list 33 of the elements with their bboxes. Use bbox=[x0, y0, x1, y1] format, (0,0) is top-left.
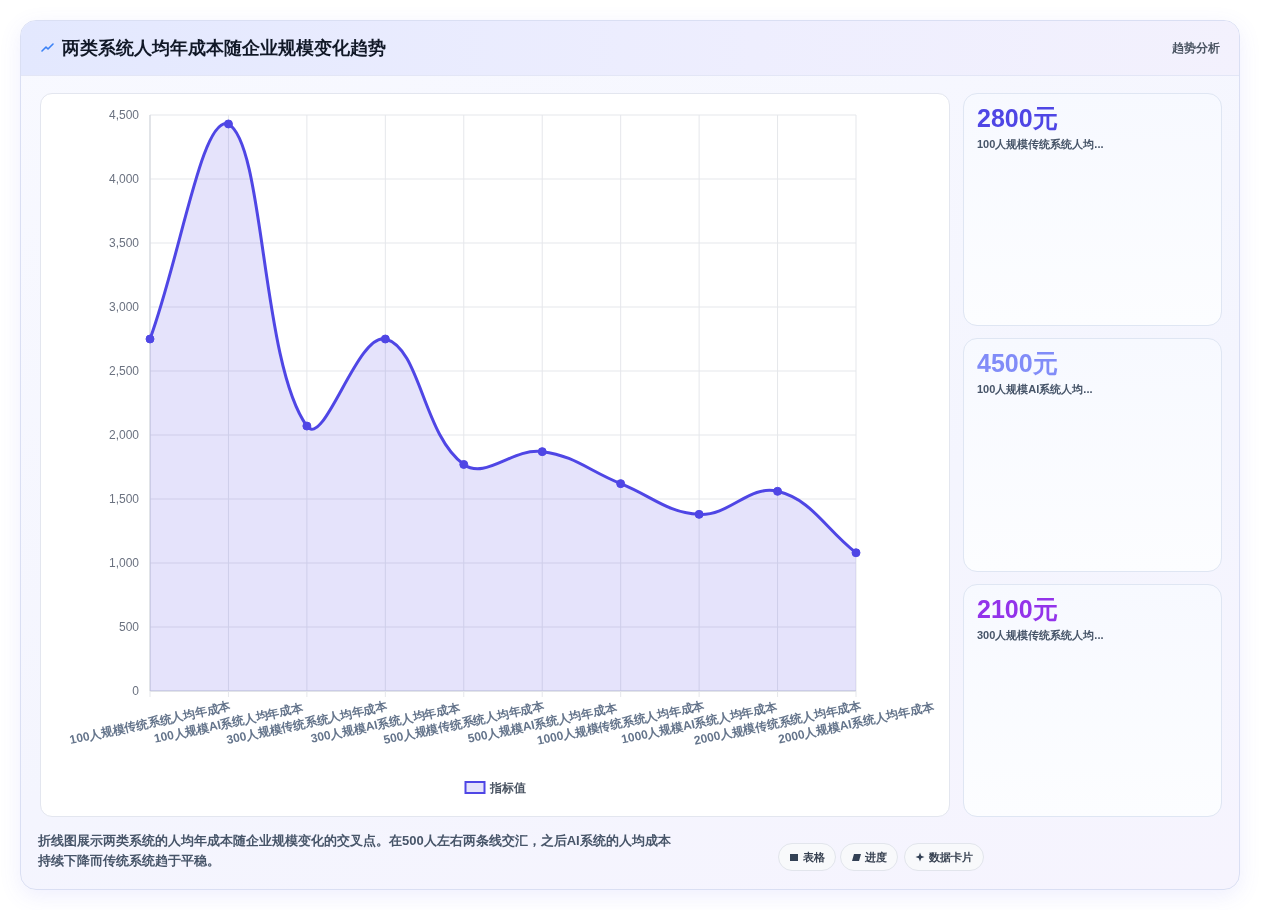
point bbox=[616, 479, 626, 489]
chart-title: 两类系统人均年成本随企业规模变化趋势 bbox=[62, 37, 386, 59]
text: 数据卡片 bbox=[929, 849, 973, 865]
text: 2100元 bbox=[977, 593, 1058, 624]
text: 表格 bbox=[803, 849, 825, 865]
text: 趋势分析 bbox=[1172, 40, 1220, 56]
y-tick-label: 3,000 bbox=[108, 300, 140, 314]
point bbox=[459, 459, 469, 469]
point bbox=[223, 119, 233, 129]
text: 100人规模AI系统人均... bbox=[977, 382, 1093, 398]
point bbox=[145, 334, 155, 344]
y-tick-label: 1,500 bbox=[108, 492, 140, 506]
text: 进度 bbox=[865, 849, 887, 865]
legend-label: 指标值 bbox=[488, 780, 526, 795]
y-tick-label: 1,000 bbox=[108, 556, 140, 570]
text: 折线图展示两类系统的人均年成本随企业规模变化的交叉点。在500人左右两条线交汇，之后AI系统的人均成本持续下降而传统系统趋于平稳。 bbox=[38, 832, 672, 870]
point bbox=[851, 548, 861, 558]
y-tick-label: 500 bbox=[118, 620, 140, 634]
text: 300人规模传统系统人均... bbox=[977, 627, 1104, 643]
text: 100人规模传统系统人均... bbox=[977, 137, 1104, 152]
y-tick-label: 4,500 bbox=[108, 108, 140, 122]
point bbox=[694, 509, 704, 519]
y-tick-label: 2,500 bbox=[108, 364, 140, 378]
text: 4500元 bbox=[977, 348, 1058, 379]
point bbox=[302, 421, 312, 431]
y-tick-label: 3,500 bbox=[108, 236, 140, 250]
text: 2800元 bbox=[977, 103, 1058, 133]
point bbox=[537, 447, 547, 457]
y-tick-label: 0 bbox=[132, 684, 140, 698]
y-tick-label: 4,000 bbox=[108, 172, 140, 186]
point bbox=[380, 334, 390, 344]
point bbox=[773, 486, 783, 496]
y-tick-label: 2,000 bbox=[108, 428, 140, 442]
